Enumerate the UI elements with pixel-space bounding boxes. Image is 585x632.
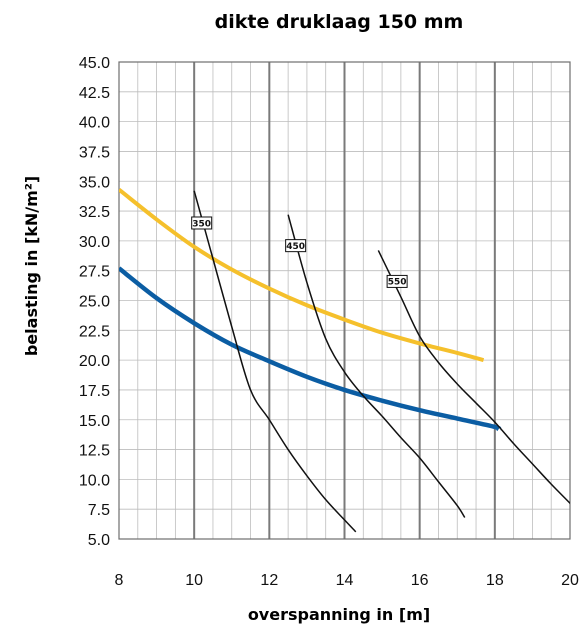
plot-area-frame <box>118 61 571 540</box>
y-tick-label: 35.0 <box>79 174 110 191</box>
x-tick-label: 16 <box>411 572 429 589</box>
series-lines <box>119 188 570 533</box>
y-tick-label: 25.0 <box>79 294 110 311</box>
y-tick-label: 10.0 <box>79 472 110 489</box>
y-tick-label: 32.5 <box>79 204 110 221</box>
y-tick-label: 5.0 <box>88 532 110 549</box>
x-tick-label: 12 <box>260 572 278 589</box>
x-axis-label: overspanning in [m] <box>248 605 430 624</box>
y-tick-label: 30.0 <box>79 234 110 251</box>
curve-label-box <box>386 274 408 288</box>
y-tick-label: 22.5 <box>79 323 110 340</box>
x-axis-ticks: 8 10 12 14 16 18 20 <box>115 572 579 589</box>
chart-title: dikte druklaag 150 mm <box>215 11 464 33</box>
y-axis-ticks: 5.0 7.5 10.0 12.5 15.0 17.5 20.0 22.5 25.0 27.5 30… <box>79 55 110 549</box>
y-tick-label: 12.5 <box>79 443 110 460</box>
x-tick-label: 20 <box>561 572 579 589</box>
major-gridlines <box>193 62 496 539</box>
x-tick-label: 10 <box>185 572 203 589</box>
curve-label-350: 350 <box>191 216 213 230</box>
curve-label-450: 450 <box>285 239 307 253</box>
series-line-550 <box>377 250 570 505</box>
curve-label-text: 450 <box>286 242 305 252</box>
y-tick-label: 40.0 <box>79 115 110 132</box>
curve-label-550: 550 <box>386 274 408 288</box>
y-tick-label: 37.5 <box>79 144 110 161</box>
curve-label-text: 550 <box>388 278 407 288</box>
series-line-350 <box>193 190 357 533</box>
y-tick-label: 45.0 <box>79 55 110 72</box>
x-tick-label: 8 <box>115 572 124 589</box>
curve-label-text: 350 <box>192 219 211 229</box>
curve-labels: 350 450 550 <box>191 216 408 288</box>
y-tick-label: 17.5 <box>79 383 110 400</box>
x-tick-label: 14 <box>336 572 354 589</box>
y-tick-label: 7.5 <box>88 502 110 519</box>
y-tick-label: 42.5 <box>79 85 110 102</box>
series-line-450 <box>287 214 466 518</box>
y-tick-label: 15.0 <box>79 413 110 430</box>
y-tick-label: 27.5 <box>79 264 110 281</box>
series-line-yellow <box>119 188 485 363</box>
x-tick-label: 18 <box>486 572 504 589</box>
curve-label-box <box>285 239 307 253</box>
curve-label-box <box>191 216 213 230</box>
series-line-blue <box>119 266 502 432</box>
y-axis-label: belasting in [kN/m²] <box>22 176 41 356</box>
y-tick-label: 20.0 <box>79 353 110 370</box>
